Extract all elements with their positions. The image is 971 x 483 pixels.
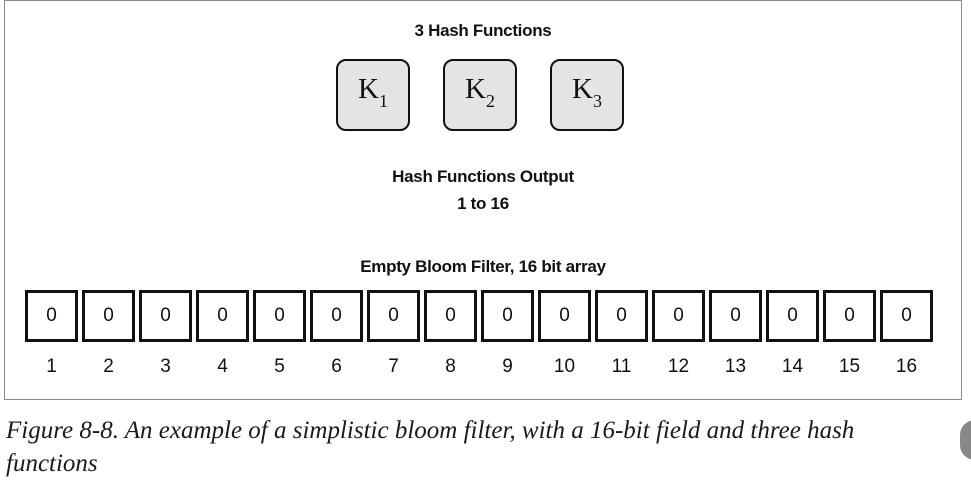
hash-key-3: K3	[550, 59, 624, 131]
bit-cell: 0	[139, 290, 192, 342]
bit-cell: 0	[481, 290, 534, 342]
bit-index-label: 13	[724, 356, 747, 377]
bit-index-label: 5	[274, 356, 285, 377]
bit-index-label: 14	[781, 356, 804, 377]
bit-cell: 0	[196, 290, 249, 342]
bit-cell: 0	[82, 290, 135, 342]
bit-cell: 0	[538, 290, 591, 342]
bit-cell: 0	[253, 290, 306, 342]
bit-cell: 0	[310, 290, 363, 342]
bit-index-label: 3	[160, 356, 171, 377]
bit-index-label: 10	[553, 356, 576, 377]
hash-output-title: Hash Functions Output	[392, 167, 574, 186]
bit-index-label: 6	[331, 356, 342, 377]
bit-index-label: 15	[838, 356, 861, 377]
bit-index-label: 7	[388, 356, 399, 377]
bit-index-label: 8	[445, 356, 456, 377]
bit-index-label: 11	[611, 356, 632, 377]
bit-cell: 0	[367, 290, 420, 342]
bit-index-label: 1	[46, 356, 57, 377]
bit-cell: 0	[25, 290, 78, 342]
bit-cell: 0	[424, 290, 477, 342]
hash-functions-row: K1 K2 K3	[5, 59, 961, 135]
bit-index-label: 12	[667, 356, 690, 377]
bit-cell: 0	[652, 290, 705, 342]
bit-cell: 0	[595, 290, 648, 342]
hash-output-range: 1 to 16	[457, 194, 509, 213]
bloom-filter-title: Empty Bloom Filter, 16 bit array	[360, 257, 606, 276]
hash-functions-title: 3 Hash Functions	[414, 21, 552, 40]
hash-key-1: K1	[336, 59, 410, 131]
bit-cell: 0	[766, 290, 819, 342]
bit-cell: 0	[709, 290, 762, 342]
hash-key-2: K2	[443, 59, 517, 131]
side-tab[interactable]	[960, 420, 971, 460]
bit-index-label: 2	[103, 356, 114, 377]
bit-cell: 0	[880, 290, 933, 342]
bit-index-label: 9	[502, 356, 513, 377]
bit-index-label: 16	[895, 356, 918, 377]
figure-frame: 3 Hash Functions K1 K2 K3 Hash Functions…	[4, 0, 962, 400]
bit-index-label: 4	[217, 356, 228, 377]
bit-index-row: 1 2 3 4 5 6 7 8 9 10 11 12 13 14 15 16	[25, 356, 937, 378]
figure-caption: Figure 8-8. An example of a simplistic b…	[6, 417, 855, 477]
bit-cell: 0	[823, 290, 876, 342]
